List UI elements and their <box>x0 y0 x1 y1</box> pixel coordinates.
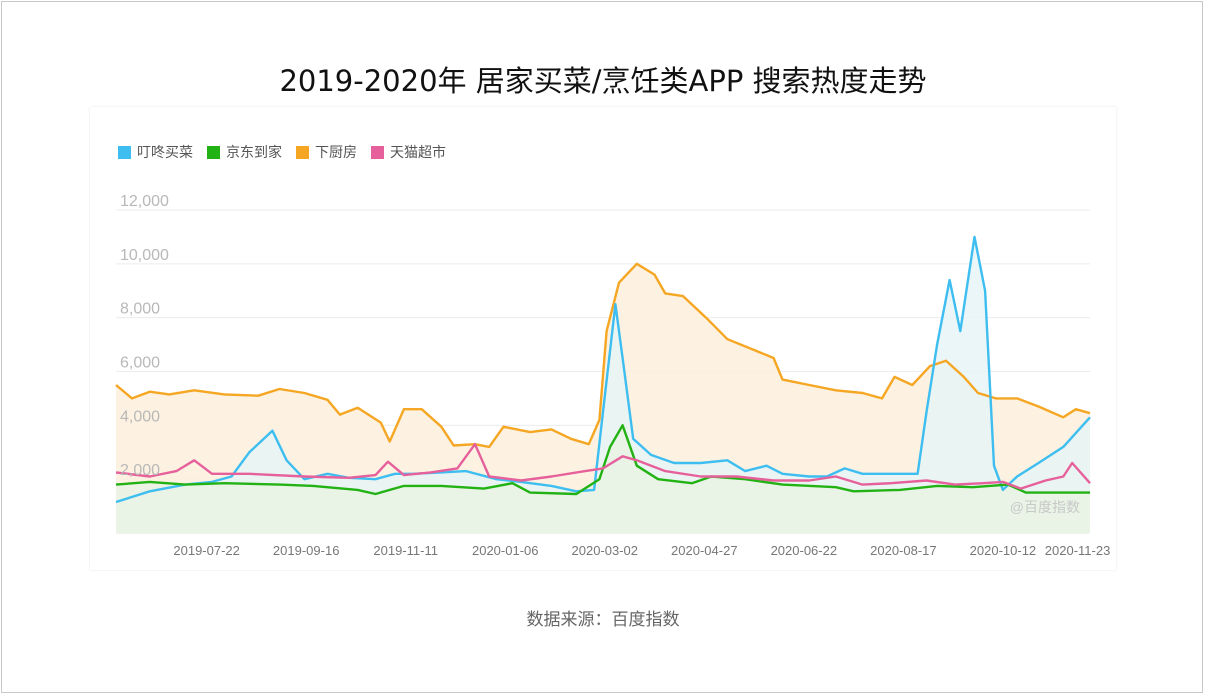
chart-legend: 叮咚买菜 京东到家 下厨房 天猫超市 <box>118 142 446 162</box>
series-areas <box>116 236 1090 533</box>
y-tick-label: 2,000 <box>120 462 160 479</box>
chart-title: 2019-2020年 居家买菜/烹饪类APP 搜索热度走势 <box>279 64 927 98</box>
legend-label-tmall: 天猫超市 <box>390 145 446 161</box>
x-tick-label: 2019-11-11 <box>373 543 438 558</box>
legend-item-xiachufang[interactable]: 下厨房 <box>296 142 357 162</box>
legend-item-tmall[interactable]: 天猫超市 <box>371 142 446 162</box>
watermark: @百度指数 <box>1010 499 1080 515</box>
x-tick-label: 2019-09-16 <box>273 543 340 558</box>
series-area-2 <box>116 425 1090 533</box>
legend-swatch-tmall <box>371 145 384 159</box>
legend-label-jd: 京东到家 <box>226 145 282 161</box>
y-tick-label: 8,000 <box>120 301 160 318</box>
y-tick-label: 4,000 <box>120 408 160 425</box>
y-tick-label: 12,000 <box>120 193 169 210</box>
series-area-0 <box>116 263 1090 533</box>
source-note: 数据来源：百度指数 <box>526 610 680 630</box>
legend-item-dingdong[interactable]: 叮咚买菜 <box>118 142 193 162</box>
x-tick-label: 2020-06-22 <box>771 543 838 558</box>
x-tick-label: 2020-11-23 <box>1045 543 1111 558</box>
legend-swatch-xiachufang <box>296 145 309 159</box>
legend-swatch-jd <box>207 145 220 159</box>
legend-item-jd[interactable]: 京东到家 <box>207 142 282 162</box>
x-tick-label: 2020-01-06 <box>472 543 539 558</box>
legend-label-dingdong: 叮咚买菜 <box>137 145 193 161</box>
x-axis-labels: 2019-07-22 2019-09-16 2019-11-11 2020-01-06… <box>173 543 1110 558</box>
y-tick-label: 10,000 <box>120 247 169 264</box>
series-line-3 <box>115 443 1091 490</box>
series-line-1 <box>115 235 1091 504</box>
x-tick-label: 2020-08-17 <box>870 543 937 558</box>
legend-swatch-dingdong <box>118 145 131 159</box>
x-tick-label: 2020-10-12 <box>970 543 1037 558</box>
x-tick-label: 2020-03-02 <box>572 543 639 558</box>
y-tick-label: 6,000 <box>120 355 160 372</box>
legend-label-xiachufang: 下厨房 <box>315 145 357 161</box>
y-axis-labels: 12,000 10,000 8,000 6,000 4,000 2,000 <box>120 193 169 479</box>
x-tick-label: 2019-07-22 <box>173 543 240 558</box>
series-line-2 <box>115 424 1090 496</box>
x-tick-label: 2020-04-27 <box>671 543 738 558</box>
series-line-0 <box>115 262 1091 449</box>
series-lines <box>115 235 1091 504</box>
